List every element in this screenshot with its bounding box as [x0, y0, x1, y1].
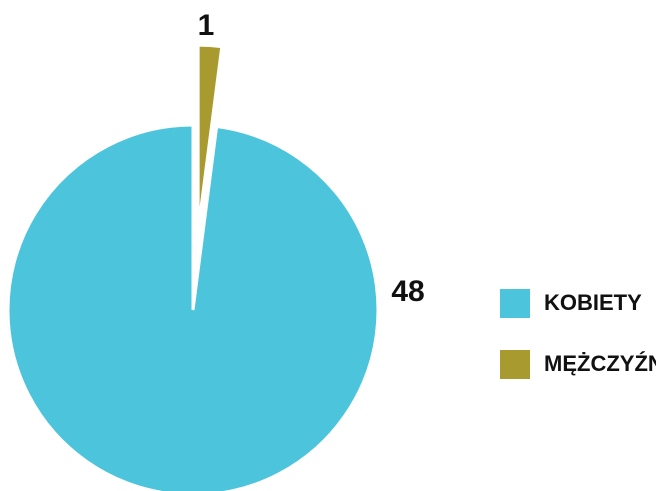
legend-swatch	[500, 350, 530, 379]
pie-slice	[196, 43, 224, 231]
data-label: 48	[391, 275, 424, 308]
data-label: 1	[198, 9, 215, 42]
legend-label: KOBIETY	[544, 290, 642, 315]
pie-slice	[6, 123, 380, 491]
legend-label: MĘŻCZYŹNI	[544, 351, 656, 376]
legend-swatch	[500, 289, 530, 318]
